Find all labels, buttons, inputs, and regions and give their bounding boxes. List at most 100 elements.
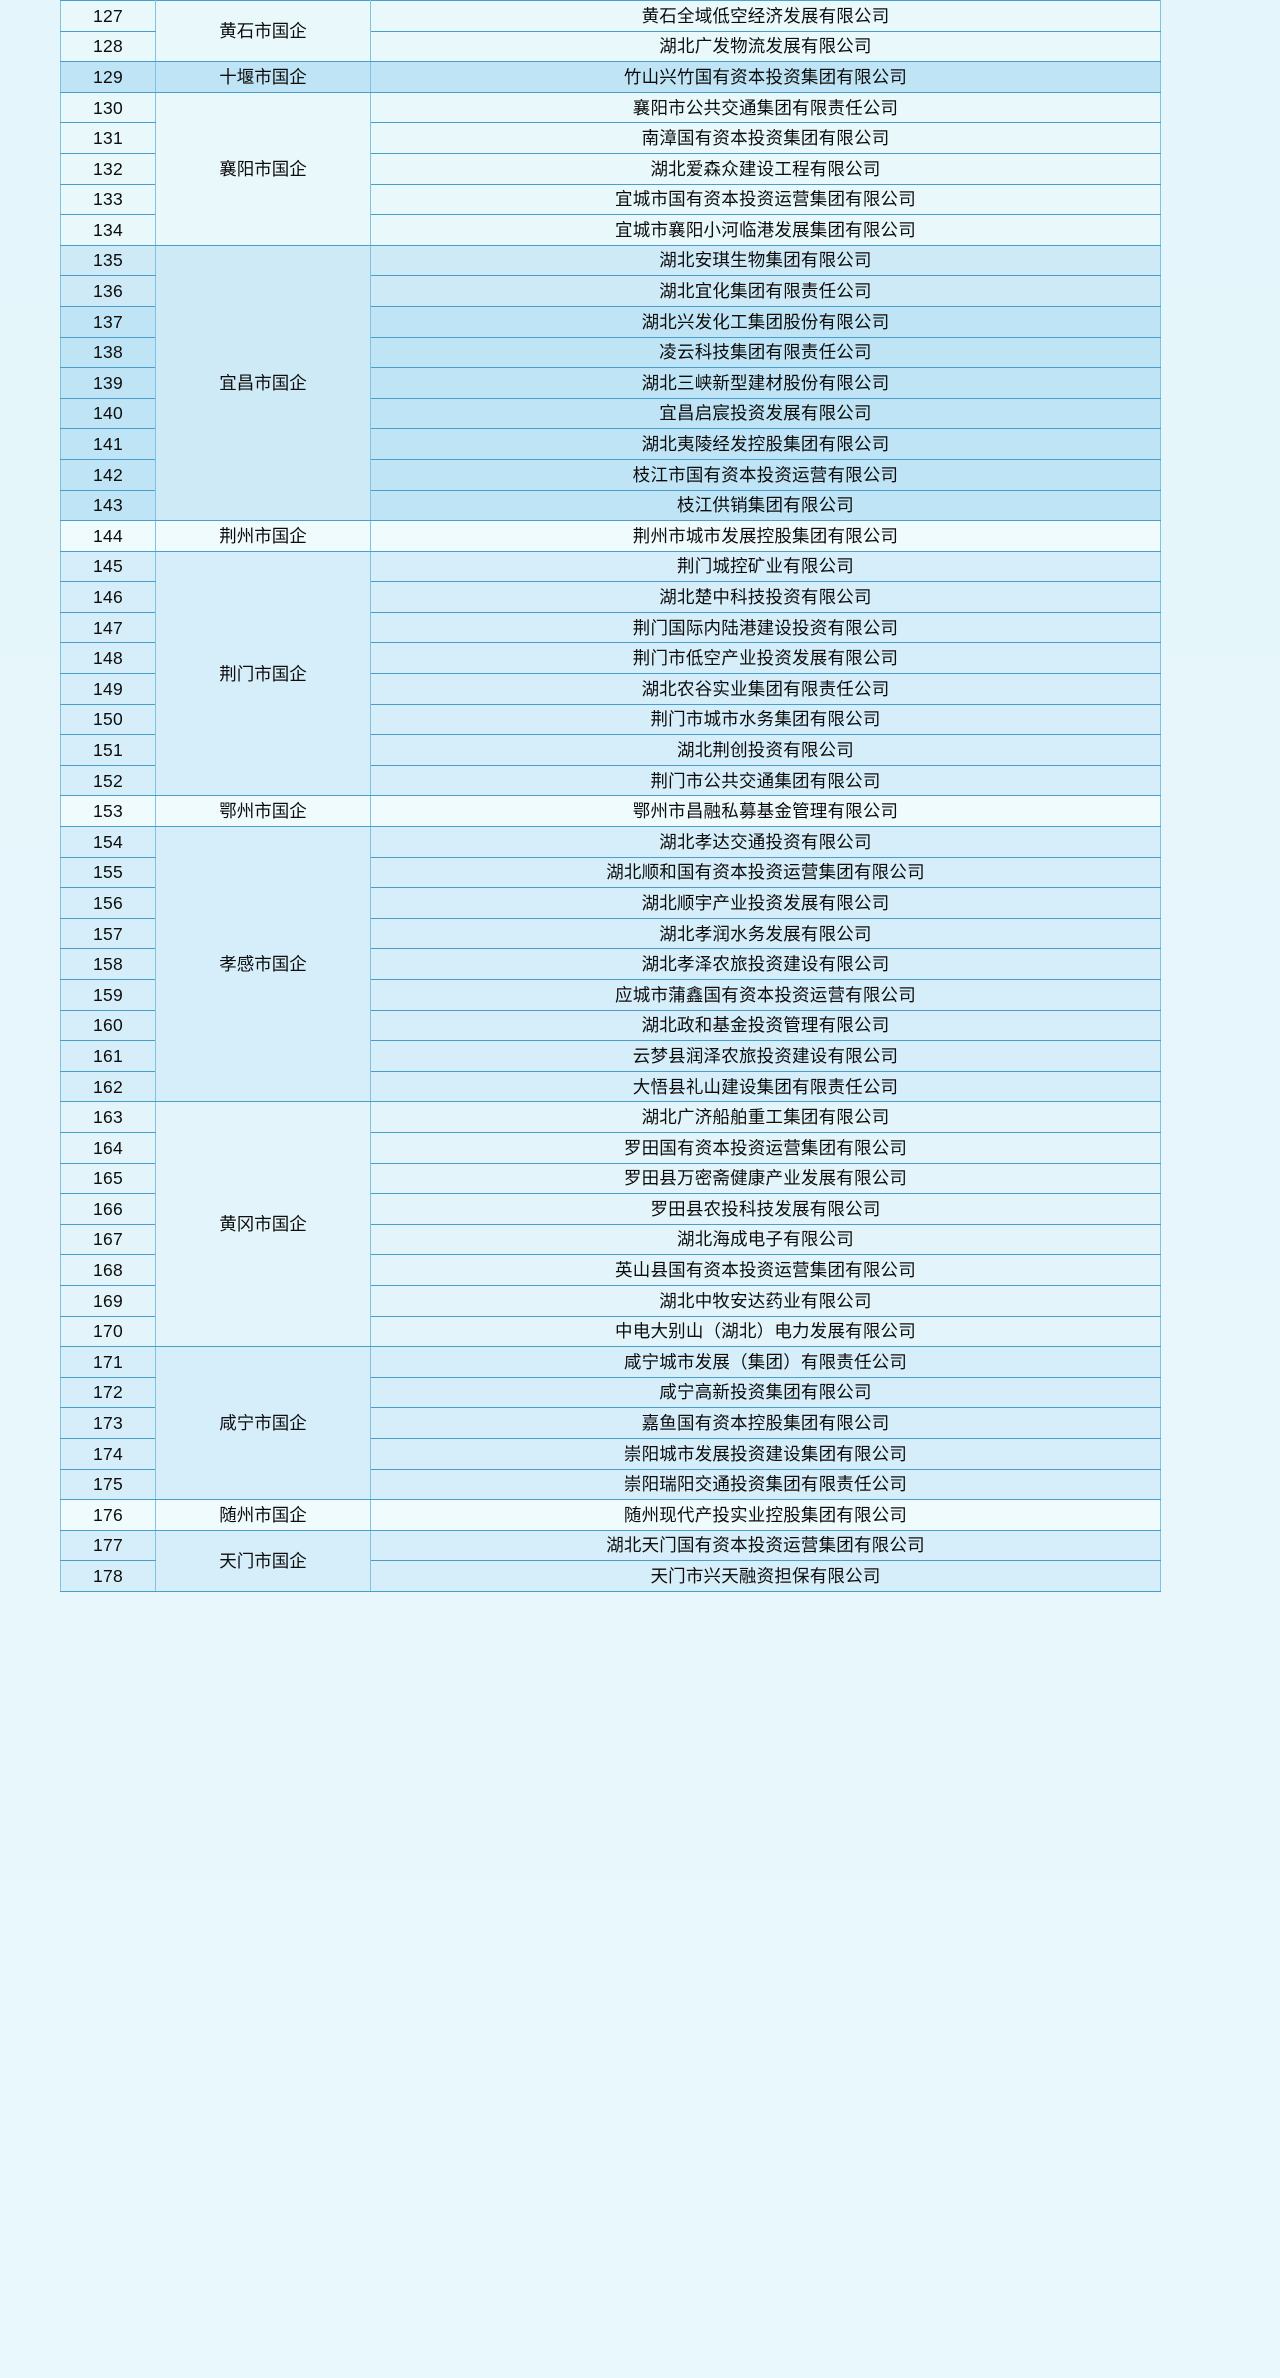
row-index-cell: 142 [60, 458, 156, 491]
table-row: 171 咸宁市国企 咸宁城市发展（集团）有限责任公司 [60, 1346, 1161, 1501]
row-index-cell: 131 [60, 122, 156, 154]
table-row: 128 湖北广发物流发展有限公司 [60, 30, 1161, 63]
row-index-cell: 160 [60, 1009, 156, 1042]
company-name-cell: 天门市兴天融资担保有限公司 [370, 1560, 1161, 1592]
company-name-cell: 荆州市城市发展控股集团有限公司 [370, 520, 1161, 552]
group-label-cell: 荆门市国企 [155, 550, 371, 797]
table-row: 155 湖北顺和国有资本投资运营集团有限公司 [60, 856, 1161, 889]
company-name-cell: 湖北安琪生物集团有限公司 [370, 244, 1161, 277]
row-index-cell: 171 [60, 1346, 156, 1378]
table-row: 129 十堰市国企 竹山兴竹国有资本投资集团有限公司 [60, 61, 1161, 93]
row-index-cell: 141 [60, 428, 156, 460]
row-index-cell: 151 [60, 734, 156, 766]
company-name-cell: 咸宁高新投资集团有限公司 [370, 1376, 1161, 1409]
row-index-cell: 133 [60, 183, 156, 216]
group-label-cell: 宜昌市国企 [155, 244, 371, 522]
soe-list-table: 127 黄石市国企 黄石全域低空经济发展有限公司 128 湖北广发物流发展有限公司 129… [60, 0, 1161, 1592]
row-index-cell: 164 [60, 1131, 156, 1164]
table-row: 132 湖北爱森众建设工程有限公司 [60, 152, 1161, 185]
table-row: 140 宜昌启宸投资发展有限公司 [60, 397, 1161, 430]
group-label-cell: 孝感市国企 [155, 826, 371, 1103]
row-index-cell: 139 [60, 367, 156, 399]
company-name-cell: 湖北顺和国有资本投资运营集团有限公司 [370, 856, 1161, 889]
company-name-cell: 黄石全域低空经济发展有限公司 [370, 0, 1161, 32]
company-name-cell: 应城市蒲鑫国有资本投资运营有限公司 [370, 979, 1161, 1011]
company-name-cell: 嘉鱼国有资本控股集团有限公司 [370, 1407, 1161, 1439]
row-index-cell: 153 [60, 795, 156, 828]
table-row: 175 崇阳瑞阳交通投资集团有限责任公司 [60, 1468, 1161, 1501]
row-index-cell: 134 [60, 214, 156, 246]
table-row: 127 黄石市国企 黄石全域低空经济发展有限公司 [60, 0, 1161, 63]
row-index-cell: 157 [60, 917, 156, 950]
company-name-cell: 罗田县农投科技发展有限公司 [370, 1193, 1161, 1225]
company-name-cell: 湖北三峡新型建材股份有限公司 [370, 367, 1161, 399]
company-name-cell: 宜城市国有资本投资运营集团有限公司 [370, 183, 1161, 216]
group-label-cell: 随州市国企 [155, 1499, 371, 1531]
table-row: 163 黄冈市国企 湖北广济船舶重工集团有限公司 [60, 1101, 1161, 1348]
table-row: 138 凌云科技集团有限责任公司 [60, 336, 1161, 369]
row-index-cell: 169 [60, 1284, 156, 1317]
table-row: 164 罗田国有资本投资运营集团有限公司 [60, 1131, 1161, 1164]
company-name-cell: 宜昌启宸投资发展有限公司 [370, 397, 1161, 430]
company-name-cell: 荆门城控矿业有限公司 [370, 550, 1161, 583]
row-index-cell: 167 [60, 1223, 156, 1256]
company-name-cell: 咸宁城市发展（集团）有限责任公司 [370, 1346, 1161, 1378]
company-name-cell: 湖北政和基金投资管理有限公司 [370, 1009, 1161, 1042]
row-index-cell: 154 [60, 826, 156, 858]
company-name-cell: 罗田国有资本投资运营集团有限公司 [370, 1131, 1161, 1164]
company-name-cell: 湖北广发物流发展有限公司 [370, 30, 1161, 63]
company-name-cell: 湖北天门国有资本投资运营集团有限公司 [370, 1529, 1161, 1562]
company-name-cell: 崇阳城市发展投资建设集团有限公司 [370, 1437, 1161, 1470]
company-name-cell: 枝江供销集团有限公司 [370, 489, 1161, 522]
row-index-cell: 132 [60, 152, 156, 185]
company-name-cell: 荆门市公共交通集团有限公司 [370, 764, 1161, 797]
company-name-cell: 湖北楚中科技投资有限公司 [370, 581, 1161, 613]
table-row: 167 湖北海成电子有限公司 [60, 1223, 1161, 1256]
group-label-cell: 十堰市国企 [155, 61, 371, 93]
row-index-cell: 152 [60, 764, 156, 797]
table-row: 161 云梦县润泽农旅投资建设有限公司 [60, 1040, 1161, 1072]
company-name-cell: 湖北广济船舶重工集团有限公司 [370, 1101, 1161, 1133]
row-index-cell: 176 [60, 1499, 156, 1531]
row-index-cell: 128 [60, 30, 156, 63]
table-row: 157 湖北孝润水务发展有限公司 [60, 917, 1161, 950]
company-name-cell: 湖北孝泽农旅投资建设有限公司 [370, 948, 1161, 980]
table-row: 144 荆州市国企 荆州市城市发展控股集团有限公司 [60, 520, 1161, 552]
row-index-cell: 155 [60, 856, 156, 889]
table-row: 149 湖北农谷实业集团有限责任公司 [60, 673, 1161, 705]
table-row: 151 湖北荆创投资有限公司 [60, 734, 1161, 766]
company-name-cell: 湖北爱森众建设工程有限公司 [370, 152, 1161, 185]
row-index-cell: 166 [60, 1193, 156, 1225]
row-index-cell: 150 [60, 703, 156, 736]
company-name-cell: 湖北夷陵经发控股集团有限公司 [370, 428, 1161, 460]
group-label-cell: 天门市国企 [155, 1529, 371, 1592]
row-index-cell: 161 [60, 1040, 156, 1072]
table-row: 177 天门市国企 湖北天门国有资本投资运营集团有限公司 [60, 1529, 1161, 1592]
table-row: 160 湖北政和基金投资管理有限公司 [60, 1009, 1161, 1042]
row-index-cell: 163 [60, 1101, 156, 1133]
row-index-cell: 174 [60, 1437, 156, 1470]
table-row: 172 咸宁高新投资集团有限公司 [60, 1376, 1161, 1409]
table-row: 158 湖北孝泽农旅投资建设有限公司 [60, 948, 1161, 980]
company-name-cell: 大悟县礼山建设集团有限责任公司 [370, 1070, 1161, 1103]
table-row: 145 荆门市国企 荆门城控矿业有限公司 [60, 550, 1161, 797]
row-index-cell: 143 [60, 489, 156, 522]
table-row: 178 天门市兴天融资担保有限公司 [60, 1560, 1161, 1592]
row-index-cell: 162 [60, 1070, 156, 1103]
company-name-cell: 鄂州市昌融私募基金管理有限公司 [370, 795, 1161, 828]
company-name-cell: 襄阳市公共交通集团有限责任公司 [370, 91, 1161, 124]
row-index-cell: 170 [60, 1315, 156, 1348]
company-name-cell: 湖北兴发化工集团股份有限公司 [370, 305, 1161, 338]
row-index-cell: 173 [60, 1407, 156, 1439]
company-name-cell: 凌云科技集团有限责任公司 [370, 336, 1161, 369]
table-row: 169 湖北中牧安达药业有限公司 [60, 1284, 1161, 1317]
row-index-cell: 147 [60, 611, 156, 644]
table-row: 147 荆门国际内陆港建设投资有限公司 [60, 611, 1161, 644]
table-row: 131 南漳国有资本投资集团有限公司 [60, 122, 1161, 154]
company-name-cell: 湖北顺宇产业投资发展有限公司 [370, 887, 1161, 919]
row-index-cell: 130 [60, 91, 156, 124]
company-name-cell: 竹山兴竹国有资本投资集团有限公司 [370, 61, 1161, 93]
table-body: 127 黄石市国企 黄石全域低空经济发展有限公司 128 湖北广发物流发展有限公司 129… [60, 0, 1161, 1592]
row-index-cell: 158 [60, 948, 156, 980]
